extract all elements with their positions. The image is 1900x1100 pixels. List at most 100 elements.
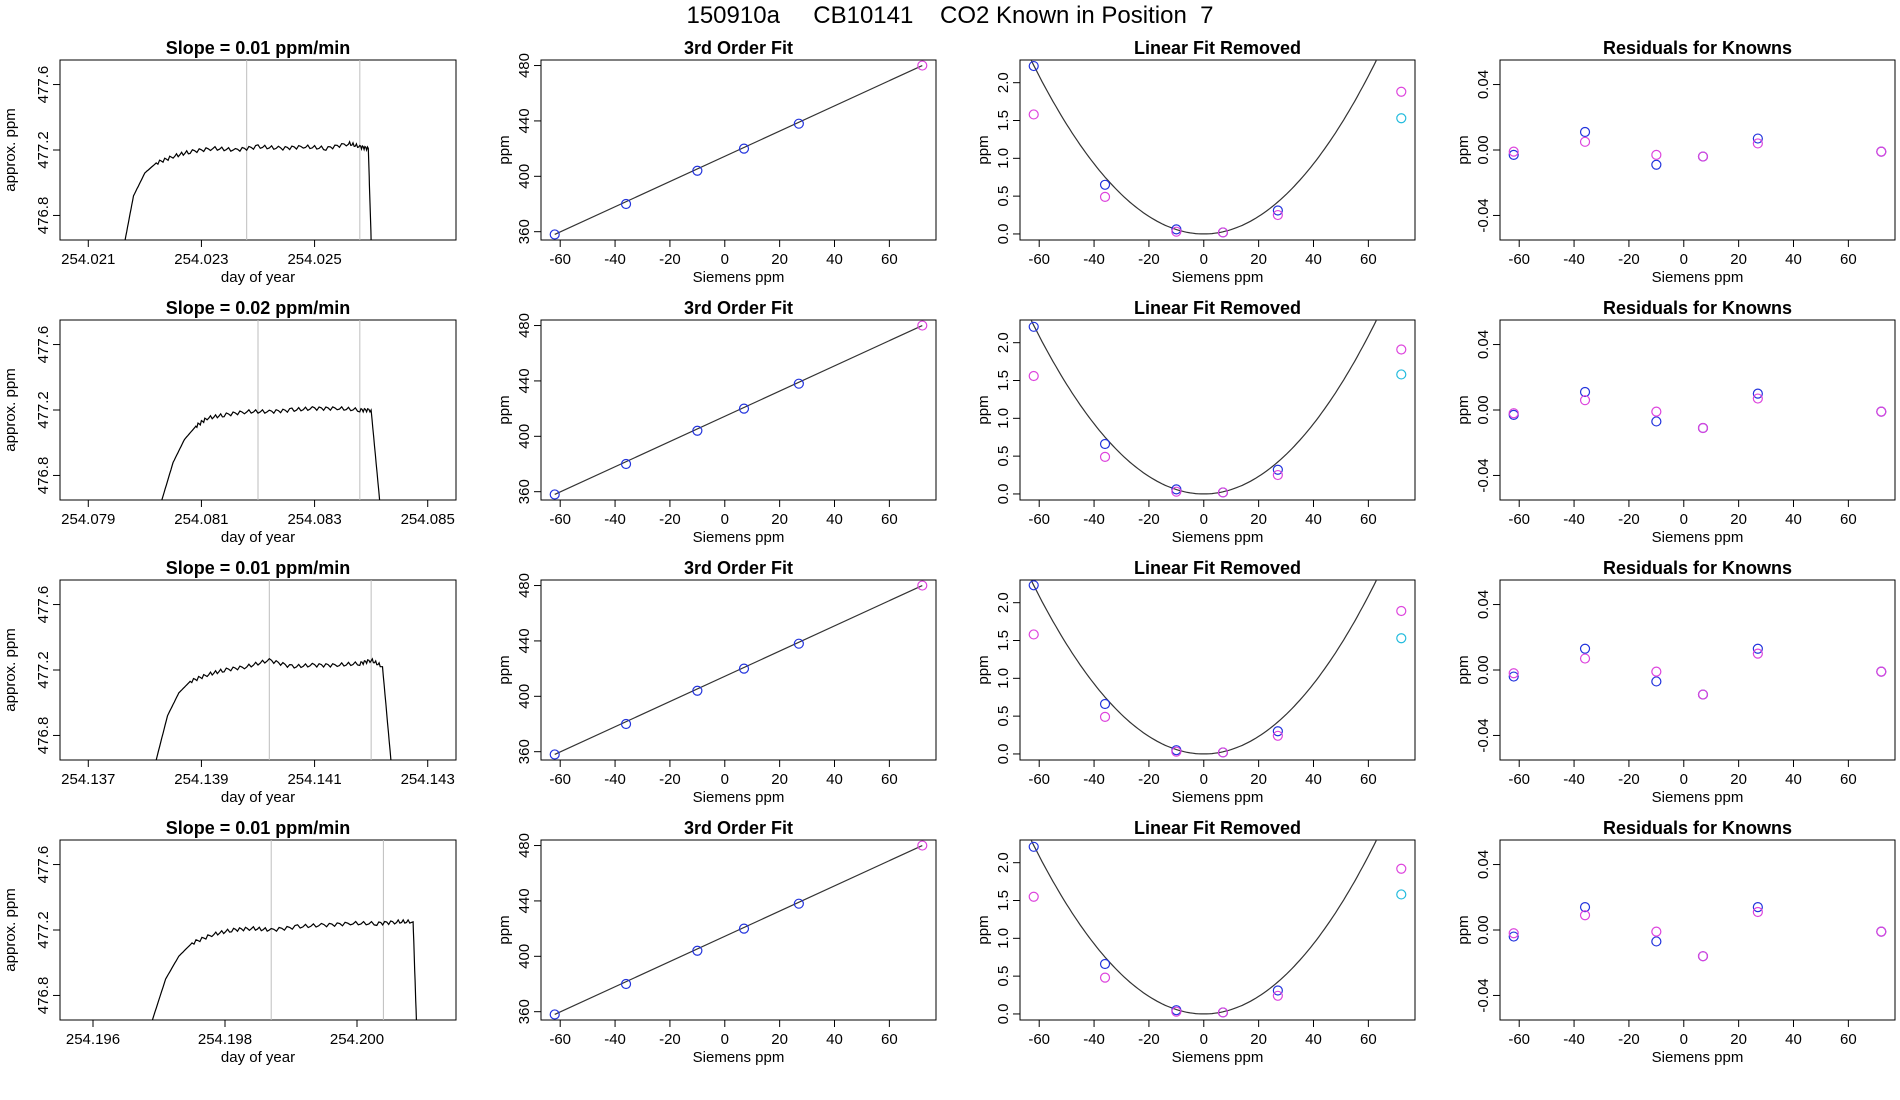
panel-3-2: 3rd Order Fit -60 -40 -20 0 20 40 60 360 400 440 48… bbox=[496, 558, 937, 806]
x-axis-label: day of year bbox=[221, 1049, 295, 1066]
fit-curve bbox=[1030, 580, 1378, 755]
panel-4-4: Residuals for Knowns -60 -40 -20 0 20 40 60 -0.0… bbox=[1455, 818, 1896, 1066]
y-tick-label: 0.00 bbox=[1475, 135, 1492, 164]
y-tick-label: 476.8 bbox=[35, 197, 52, 235]
y-tick-label: 476.8 bbox=[35, 457, 52, 495]
data-point-magenta bbox=[1272, 469, 1283, 481]
data-point-magenta bbox=[1171, 746, 1182, 757]
x-axis-label: Siemens ppm bbox=[693, 529, 785, 546]
x-tick-label: 60 bbox=[1360, 1031, 1377, 1048]
x-tick-label: -40 bbox=[1563, 1031, 1585, 1048]
data-point-magenta bbox=[1876, 926, 1887, 937]
data-point-blue bbox=[549, 749, 560, 760]
x-tick-label: 0 bbox=[1680, 771, 1688, 788]
panel-title: Residuals for Knowns bbox=[1603, 298, 1792, 318]
x-tick-label: 0 bbox=[1680, 251, 1688, 268]
x-tick-label: -20 bbox=[659, 251, 681, 268]
y-tick-label: 477.6 bbox=[35, 326, 52, 364]
data-point-magenta bbox=[1508, 146, 1519, 157]
x-tick-label: 254.200 bbox=[330, 1031, 384, 1048]
x-axis-label: day of year bbox=[221, 789, 295, 806]
data-point-magenta bbox=[1579, 653, 1591, 664]
x-tick-label: 40 bbox=[1305, 1031, 1322, 1048]
x-axis-label: Siemens ppm bbox=[1172, 529, 1264, 546]
y-tick-label: 480 bbox=[516, 573, 533, 598]
x-tick-label: -40 bbox=[1563, 771, 1585, 788]
y-axis-label: approx. ppm bbox=[2, 628, 19, 711]
data-point-blue bbox=[1508, 931, 1519, 942]
y-tick-label: 477.6 bbox=[35, 846, 52, 884]
data-point-blue bbox=[692, 945, 703, 956]
y-tick-label: 476.8 bbox=[35, 717, 52, 755]
x-tick-label: 60 bbox=[881, 771, 898, 788]
x-tick-label: -20 bbox=[659, 771, 681, 788]
data-point-blue bbox=[1272, 726, 1283, 737]
x-tick-label: -40 bbox=[604, 1031, 626, 1048]
x-tick-label: -40 bbox=[604, 511, 626, 528]
x-tick-label: -60 bbox=[549, 511, 571, 528]
x-tick-label: 20 bbox=[1250, 771, 1267, 788]
data-point-magenta bbox=[1697, 689, 1709, 700]
y-axis-label: ppm bbox=[975, 915, 992, 944]
y-tick-label: 2.0 bbox=[995, 592, 1012, 613]
data-point-blue bbox=[1579, 901, 1591, 913]
data-point-magenta bbox=[1876, 666, 1887, 677]
y-tick-label: 480 bbox=[516, 313, 533, 338]
x-tick-label: 0 bbox=[1200, 251, 1208, 268]
y-tick-label: 440 bbox=[516, 888, 533, 913]
data-point-blue bbox=[1579, 126, 1591, 138]
y-tick-label: 1.0 bbox=[995, 148, 1012, 169]
data-point-magenta bbox=[1028, 629, 1039, 640]
data-point-blue bbox=[620, 458, 632, 470]
panel-3-1: Slope = 0.01 ppm/min 254.137 254.139 254.14… bbox=[2, 558, 457, 806]
y-tick-label: 360 bbox=[516, 999, 533, 1024]
y-tick-label: 480 bbox=[516, 833, 533, 858]
data-point-magenta bbox=[1099, 711, 1111, 722]
y-tick-label: 1.0 bbox=[995, 408, 1012, 429]
y-tick-label: 1.0 bbox=[995, 668, 1012, 689]
data-point-blue bbox=[738, 143, 750, 154]
data-point-magenta bbox=[1272, 730, 1283, 741]
x-tick-label: 254.198 bbox=[198, 1031, 252, 1048]
data-point-blue bbox=[549, 1009, 560, 1020]
x-tick-label: 20 bbox=[771, 1031, 788, 1048]
x-axis-label: Siemens ppm bbox=[1652, 789, 1744, 806]
x-tick-label: 60 bbox=[1360, 511, 1377, 528]
y-axis-label: approx. ppm bbox=[2, 368, 19, 451]
panel-4-1: Slope = 0.01 ppm/min 254.196 254.198 254.20… bbox=[2, 818, 457, 1066]
x-tick-label: 60 bbox=[1840, 511, 1857, 528]
y-tick-label: 0.5 bbox=[995, 446, 1012, 467]
data-point-magenta bbox=[1579, 136, 1591, 147]
y-axis-label: ppm bbox=[975, 655, 992, 684]
panel-1-2: 3rd Order Fit -60 -40 -20 0 20 40 60 360 400 440 48… bbox=[496, 38, 937, 286]
fit-line bbox=[554, 844, 923, 1016]
data-point-cyan bbox=[1396, 113, 1407, 124]
data-point-blue bbox=[1508, 671, 1519, 682]
y-tick-label: 440 bbox=[516, 368, 533, 393]
y-axis-label: ppm bbox=[496, 135, 513, 164]
data-point-magenta bbox=[1217, 1007, 1229, 1018]
data-point-blue bbox=[1752, 643, 1763, 654]
x-tick-label: 20 bbox=[1730, 771, 1747, 788]
x-tick-label: 60 bbox=[881, 1031, 898, 1048]
data-point-magenta bbox=[1217, 747, 1229, 758]
y-tick-label: 400 bbox=[516, 424, 533, 449]
fit-curve bbox=[1030, 320, 1378, 495]
data-point-magenta bbox=[1396, 863, 1407, 874]
x-axis-label: Siemens ppm bbox=[693, 269, 785, 286]
y-tick-label: 2.0 bbox=[995, 72, 1012, 93]
x-tick-label: 60 bbox=[1840, 1031, 1857, 1048]
x-tick-label: -60 bbox=[549, 771, 571, 788]
x-tick-label: 254.137 bbox=[61, 771, 115, 788]
plot-frame bbox=[540, 579, 937, 761]
y-tick-label: 0.0 bbox=[995, 744, 1012, 765]
x-tick-label: 20 bbox=[1730, 1031, 1747, 1048]
x-tick-label: 20 bbox=[1250, 511, 1267, 528]
plot-frame bbox=[1019, 59, 1416, 241]
x-tick-label: -40 bbox=[1083, 511, 1105, 528]
x-tick-label: -40 bbox=[1083, 251, 1105, 268]
x-tick-label: -40 bbox=[604, 771, 626, 788]
fit-line bbox=[554, 324, 923, 496]
panel-1-4: Residuals for Knowns -60 -40 -20 0 20 40 60 -0.0… bbox=[1455, 38, 1896, 286]
y-tick-label: 440 bbox=[516, 108, 533, 133]
